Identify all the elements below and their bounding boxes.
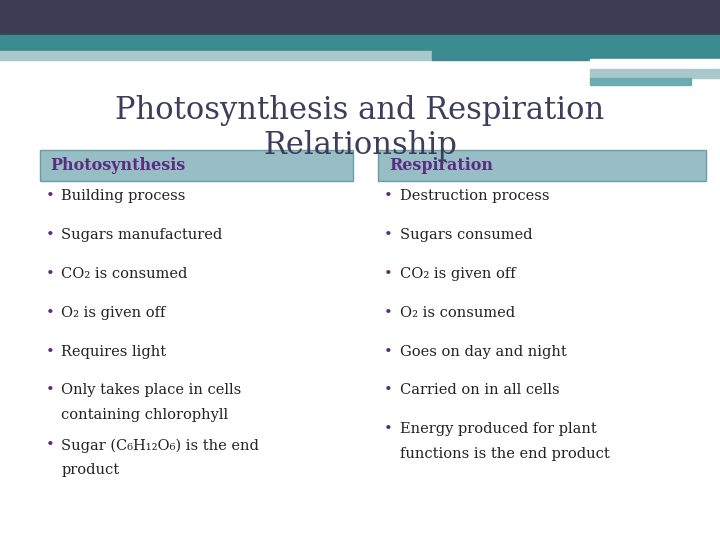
Text: Sugars manufactured: Sugars manufactured <box>61 228 222 242</box>
Text: Requires light: Requires light <box>61 345 166 359</box>
Text: •: • <box>45 189 54 203</box>
Text: Energy produced for plant: Energy produced for plant <box>400 422 596 436</box>
Bar <box>590 78 691 85</box>
Bar <box>40 150 353 181</box>
Text: •: • <box>384 267 392 281</box>
Text: Destruction process: Destruction process <box>400 189 549 203</box>
Text: •: • <box>384 345 392 359</box>
Text: •: • <box>45 383 54 397</box>
Text: Respiration: Respiration <box>389 157 492 174</box>
Text: Sugars consumed: Sugars consumed <box>400 228 532 242</box>
Text: •: • <box>45 438 54 453</box>
Bar <box>378 150 706 181</box>
Text: •: • <box>45 345 54 359</box>
Text: •: • <box>384 228 392 242</box>
Bar <box>590 69 720 78</box>
Text: CO₂ is given off: CO₂ is given off <box>400 267 516 281</box>
Text: •: • <box>45 306 54 320</box>
Text: Goes on day and night: Goes on day and night <box>400 345 567 359</box>
Text: O₂ is given off: O₂ is given off <box>61 306 166 320</box>
Text: Carried on in all cells: Carried on in all cells <box>400 383 559 397</box>
Text: Photosynthesis and Respiration: Photosynthesis and Respiration <box>115 94 605 125</box>
Text: Building process: Building process <box>61 189 186 203</box>
Text: Sugar (C₆H₁₂O₆) is the end: Sugar (C₆H₁₂O₆) is the end <box>61 438 259 453</box>
Text: •: • <box>384 189 392 203</box>
Bar <box>432 51 720 60</box>
Text: O₂ is consumed: O₂ is consumed <box>400 306 515 320</box>
Bar <box>0 0 720 35</box>
Text: •: • <box>45 228 54 242</box>
Text: containing chlorophyll: containing chlorophyll <box>61 408 228 422</box>
Text: product: product <box>61 463 120 477</box>
Text: •: • <box>384 306 392 320</box>
Text: Photosynthesis: Photosynthesis <box>50 157 186 174</box>
Bar <box>0 35 720 51</box>
Text: Only takes place in cells: Only takes place in cells <box>61 383 241 397</box>
Bar <box>590 59 720 70</box>
Text: •: • <box>384 422 392 436</box>
Text: •: • <box>384 383 392 397</box>
Text: CO₂ is consumed: CO₂ is consumed <box>61 267 188 281</box>
Text: Relationship: Relationship <box>263 130 457 160</box>
Text: •: • <box>45 267 54 281</box>
Text: functions is the end product: functions is the end product <box>400 447 609 461</box>
Bar <box>0 51 432 60</box>
